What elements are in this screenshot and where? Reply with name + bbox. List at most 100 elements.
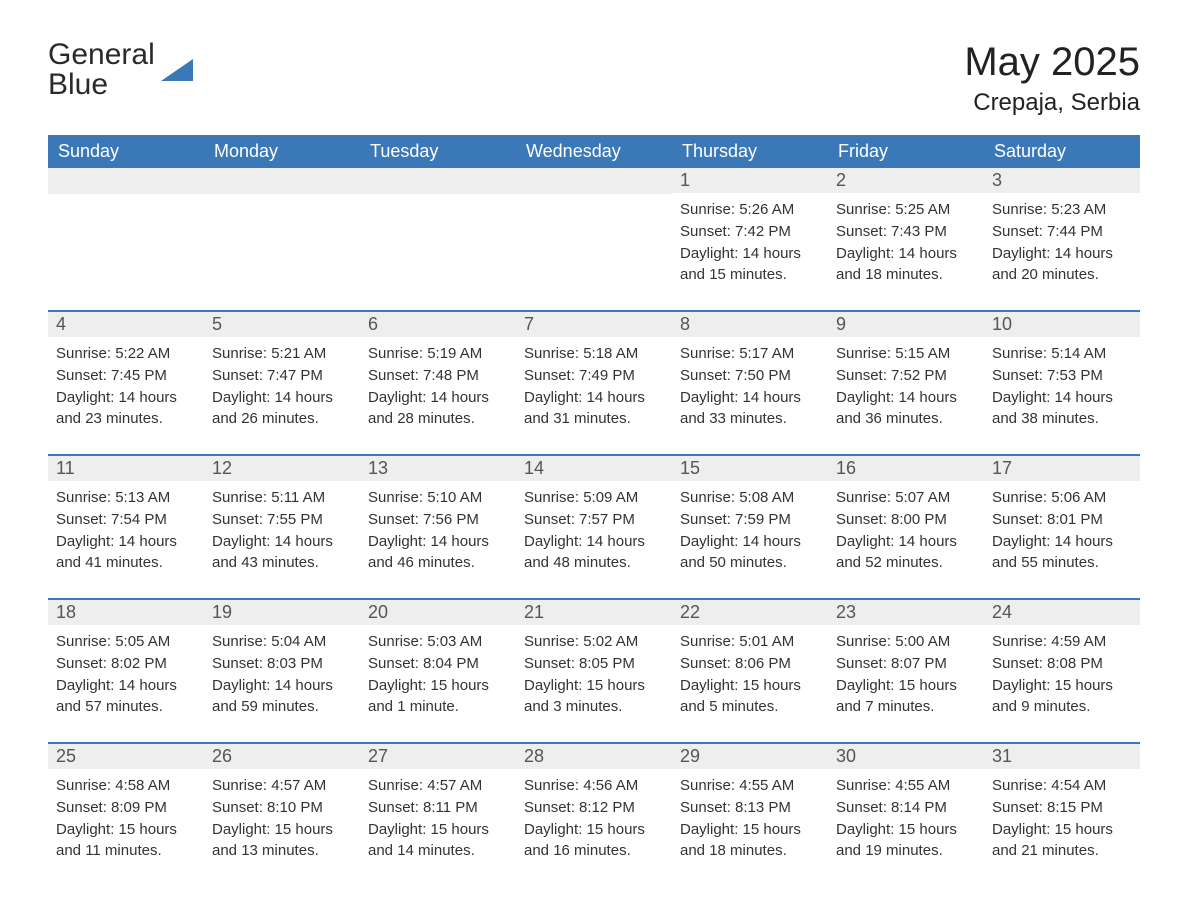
calendar-day-cell: 22Sunrise: 5:01 AMSunset: 8:06 PMDayligh… [672, 600, 828, 728]
sunrise-line: Sunrise: 5:06 AM [992, 487, 1132, 509]
day-details: Sunrise: 5:23 AMSunset: 7:44 PMDaylight:… [984, 193, 1140, 296]
sunrise-line: Sunrise: 4:58 AM [56, 775, 196, 797]
calendar-header-cell: Saturday [984, 135, 1140, 168]
calendar-day-cell: 17Sunrise: 5:06 AMSunset: 8:01 PMDayligh… [984, 456, 1140, 584]
day-number: 5 [204, 312, 360, 337]
sunset-line: Sunset: 7:54 PM [56, 509, 196, 531]
calendar-day-cell: 29Sunrise: 4:55 AMSunset: 8:13 PMDayligh… [672, 744, 828, 872]
day-number [204, 168, 360, 194]
calendar-day-cell: 24Sunrise: 4:59 AMSunset: 8:08 PMDayligh… [984, 600, 1140, 728]
day-details: Sunrise: 4:57 AMSunset: 8:11 PMDaylight:… [360, 769, 516, 872]
day-details: Sunrise: 5:21 AMSunset: 7:47 PMDaylight:… [204, 337, 360, 440]
sunrise-line: Sunrise: 4:57 AM [212, 775, 352, 797]
sunrise-line: Sunrise: 5:03 AM [368, 631, 508, 653]
day-details: Sunrise: 4:55 AMSunset: 8:14 PMDaylight:… [828, 769, 984, 872]
daylight-line: Daylight: 14 hours and 55 minutes. [992, 531, 1132, 575]
day-details: Sunrise: 5:22 AMSunset: 7:45 PMDaylight:… [48, 337, 204, 440]
sunset-line: Sunset: 7:44 PM [992, 221, 1132, 243]
calendar-day-cell: 3Sunrise: 5:23 AMSunset: 7:44 PMDaylight… [984, 168, 1140, 296]
day-details: Sunrise: 4:58 AMSunset: 8:09 PMDaylight:… [48, 769, 204, 872]
sunrise-line: Sunrise: 5:15 AM [836, 343, 976, 365]
sunrise-line: Sunrise: 5:14 AM [992, 343, 1132, 365]
day-number: 12 [204, 456, 360, 481]
calendar-header-cell: Tuesday [360, 135, 516, 168]
day-details: Sunrise: 5:05 AMSunset: 8:02 PMDaylight:… [48, 625, 204, 728]
daylight-line: Daylight: 14 hours and 15 minutes. [680, 243, 820, 287]
sunset-line: Sunset: 8:03 PM [212, 653, 352, 675]
sunrise-line: Sunrise: 4:56 AM [524, 775, 664, 797]
day-number: 7 [516, 312, 672, 337]
daylight-line: Daylight: 14 hours and 52 minutes. [836, 531, 976, 575]
calendar-day-cell: 10Sunrise: 5:14 AMSunset: 7:53 PMDayligh… [984, 312, 1140, 440]
day-number: 18 [48, 600, 204, 625]
calendar-empty-cell [360, 168, 516, 296]
daylight-line: Daylight: 15 hours and 19 minutes. [836, 819, 976, 863]
day-details: Sunrise: 5:19 AMSunset: 7:48 PMDaylight:… [360, 337, 516, 440]
day-details: Sunrise: 5:09 AMSunset: 7:57 PMDaylight:… [516, 481, 672, 584]
sunset-line: Sunset: 8:11 PM [368, 797, 508, 819]
day-number: 19 [204, 600, 360, 625]
logo-text-top: General [48, 40, 155, 70]
daylight-line: Daylight: 14 hours and 33 minutes. [680, 387, 820, 431]
day-number: 30 [828, 744, 984, 769]
sunrise-line: Sunrise: 5:21 AM [212, 343, 352, 365]
daylight-line: Daylight: 14 hours and 28 minutes. [368, 387, 508, 431]
day-number [360, 168, 516, 194]
day-number: 11 [48, 456, 204, 481]
daylight-line: Daylight: 15 hours and 7 minutes. [836, 675, 976, 719]
daylight-line: Daylight: 15 hours and 18 minutes. [680, 819, 820, 863]
sunset-line: Sunset: 7:55 PM [212, 509, 352, 531]
daylight-line: Daylight: 14 hours and 48 minutes. [524, 531, 664, 575]
daylight-line: Daylight: 14 hours and 36 minutes. [836, 387, 976, 431]
calendar-day-cell: 8Sunrise: 5:17 AMSunset: 7:50 PMDaylight… [672, 312, 828, 440]
daylight-line: Daylight: 14 hours and 43 minutes. [212, 531, 352, 575]
calendar-week: 18Sunrise: 5:05 AMSunset: 8:02 PMDayligh… [48, 598, 1140, 728]
day-details: Sunrise: 5:01 AMSunset: 8:06 PMDaylight:… [672, 625, 828, 728]
calendar-day-cell: 2Sunrise: 5:25 AMSunset: 7:43 PMDaylight… [828, 168, 984, 296]
sunset-line: Sunset: 7:52 PM [836, 365, 976, 387]
daylight-line: Daylight: 15 hours and 16 minutes. [524, 819, 664, 863]
calendar-week: 11Sunrise: 5:13 AMSunset: 7:54 PMDayligh… [48, 454, 1140, 584]
daylight-line: Daylight: 14 hours and 23 minutes. [56, 387, 196, 431]
daylight-line: Daylight: 14 hours and 46 minutes. [368, 531, 508, 575]
day-number: 1 [672, 168, 828, 193]
daylight-line: Daylight: 14 hours and 31 minutes. [524, 387, 664, 431]
day-number: 26 [204, 744, 360, 769]
day-number: 6 [360, 312, 516, 337]
day-details: Sunrise: 4:55 AMSunset: 8:13 PMDaylight:… [672, 769, 828, 872]
calendar-empty-cell [204, 168, 360, 296]
day-details: Sunrise: 4:59 AMSunset: 8:08 PMDaylight:… [984, 625, 1140, 728]
day-number: 25 [48, 744, 204, 769]
sunrise-line: Sunrise: 5:23 AM [992, 199, 1132, 221]
sunset-line: Sunset: 7:45 PM [56, 365, 196, 387]
day-number: 27 [360, 744, 516, 769]
day-number: 9 [828, 312, 984, 337]
sunrise-line: Sunrise: 5:22 AM [56, 343, 196, 365]
day-number: 13 [360, 456, 516, 481]
sunset-line: Sunset: 7:56 PM [368, 509, 508, 531]
daylight-line: Daylight: 14 hours and 38 minutes. [992, 387, 1132, 431]
sunset-line: Sunset: 7:43 PM [836, 221, 976, 243]
sunrise-line: Sunrise: 5:08 AM [680, 487, 820, 509]
day-number: 28 [516, 744, 672, 769]
day-number: 17 [984, 456, 1140, 481]
calendar-day-cell: 25Sunrise: 4:58 AMSunset: 8:09 PMDayligh… [48, 744, 204, 872]
calendar-day-cell: 18Sunrise: 5:05 AMSunset: 8:02 PMDayligh… [48, 600, 204, 728]
daylight-line: Daylight: 14 hours and 57 minutes. [56, 675, 196, 719]
sunset-line: Sunset: 7:49 PM [524, 365, 664, 387]
sunrise-line: Sunrise: 4:57 AM [368, 775, 508, 797]
day-details: Sunrise: 5:04 AMSunset: 8:03 PMDaylight:… [204, 625, 360, 728]
day-details: Sunrise: 5:10 AMSunset: 7:56 PMDaylight:… [360, 481, 516, 584]
daylight-line: Daylight: 14 hours and 59 minutes. [212, 675, 352, 719]
day-details: Sunrise: 5:15 AMSunset: 7:52 PMDaylight:… [828, 337, 984, 440]
calendar-day-cell: 30Sunrise: 4:55 AMSunset: 8:14 PMDayligh… [828, 744, 984, 872]
day-number: 21 [516, 600, 672, 625]
daylight-line: Daylight: 15 hours and 1 minute. [368, 675, 508, 719]
calendar-day-cell: 1Sunrise: 5:26 AMSunset: 7:42 PMDaylight… [672, 168, 828, 296]
location: Crepaja, Serbia [964, 89, 1140, 117]
sunset-line: Sunset: 8:00 PM [836, 509, 976, 531]
calendar-day-cell: 31Sunrise: 4:54 AMSunset: 8:15 PMDayligh… [984, 744, 1140, 872]
sunrise-line: Sunrise: 4:59 AM [992, 631, 1132, 653]
daylight-line: Daylight: 14 hours and 41 minutes. [56, 531, 196, 575]
day-details: Sunrise: 5:00 AMSunset: 8:07 PMDaylight:… [828, 625, 984, 728]
